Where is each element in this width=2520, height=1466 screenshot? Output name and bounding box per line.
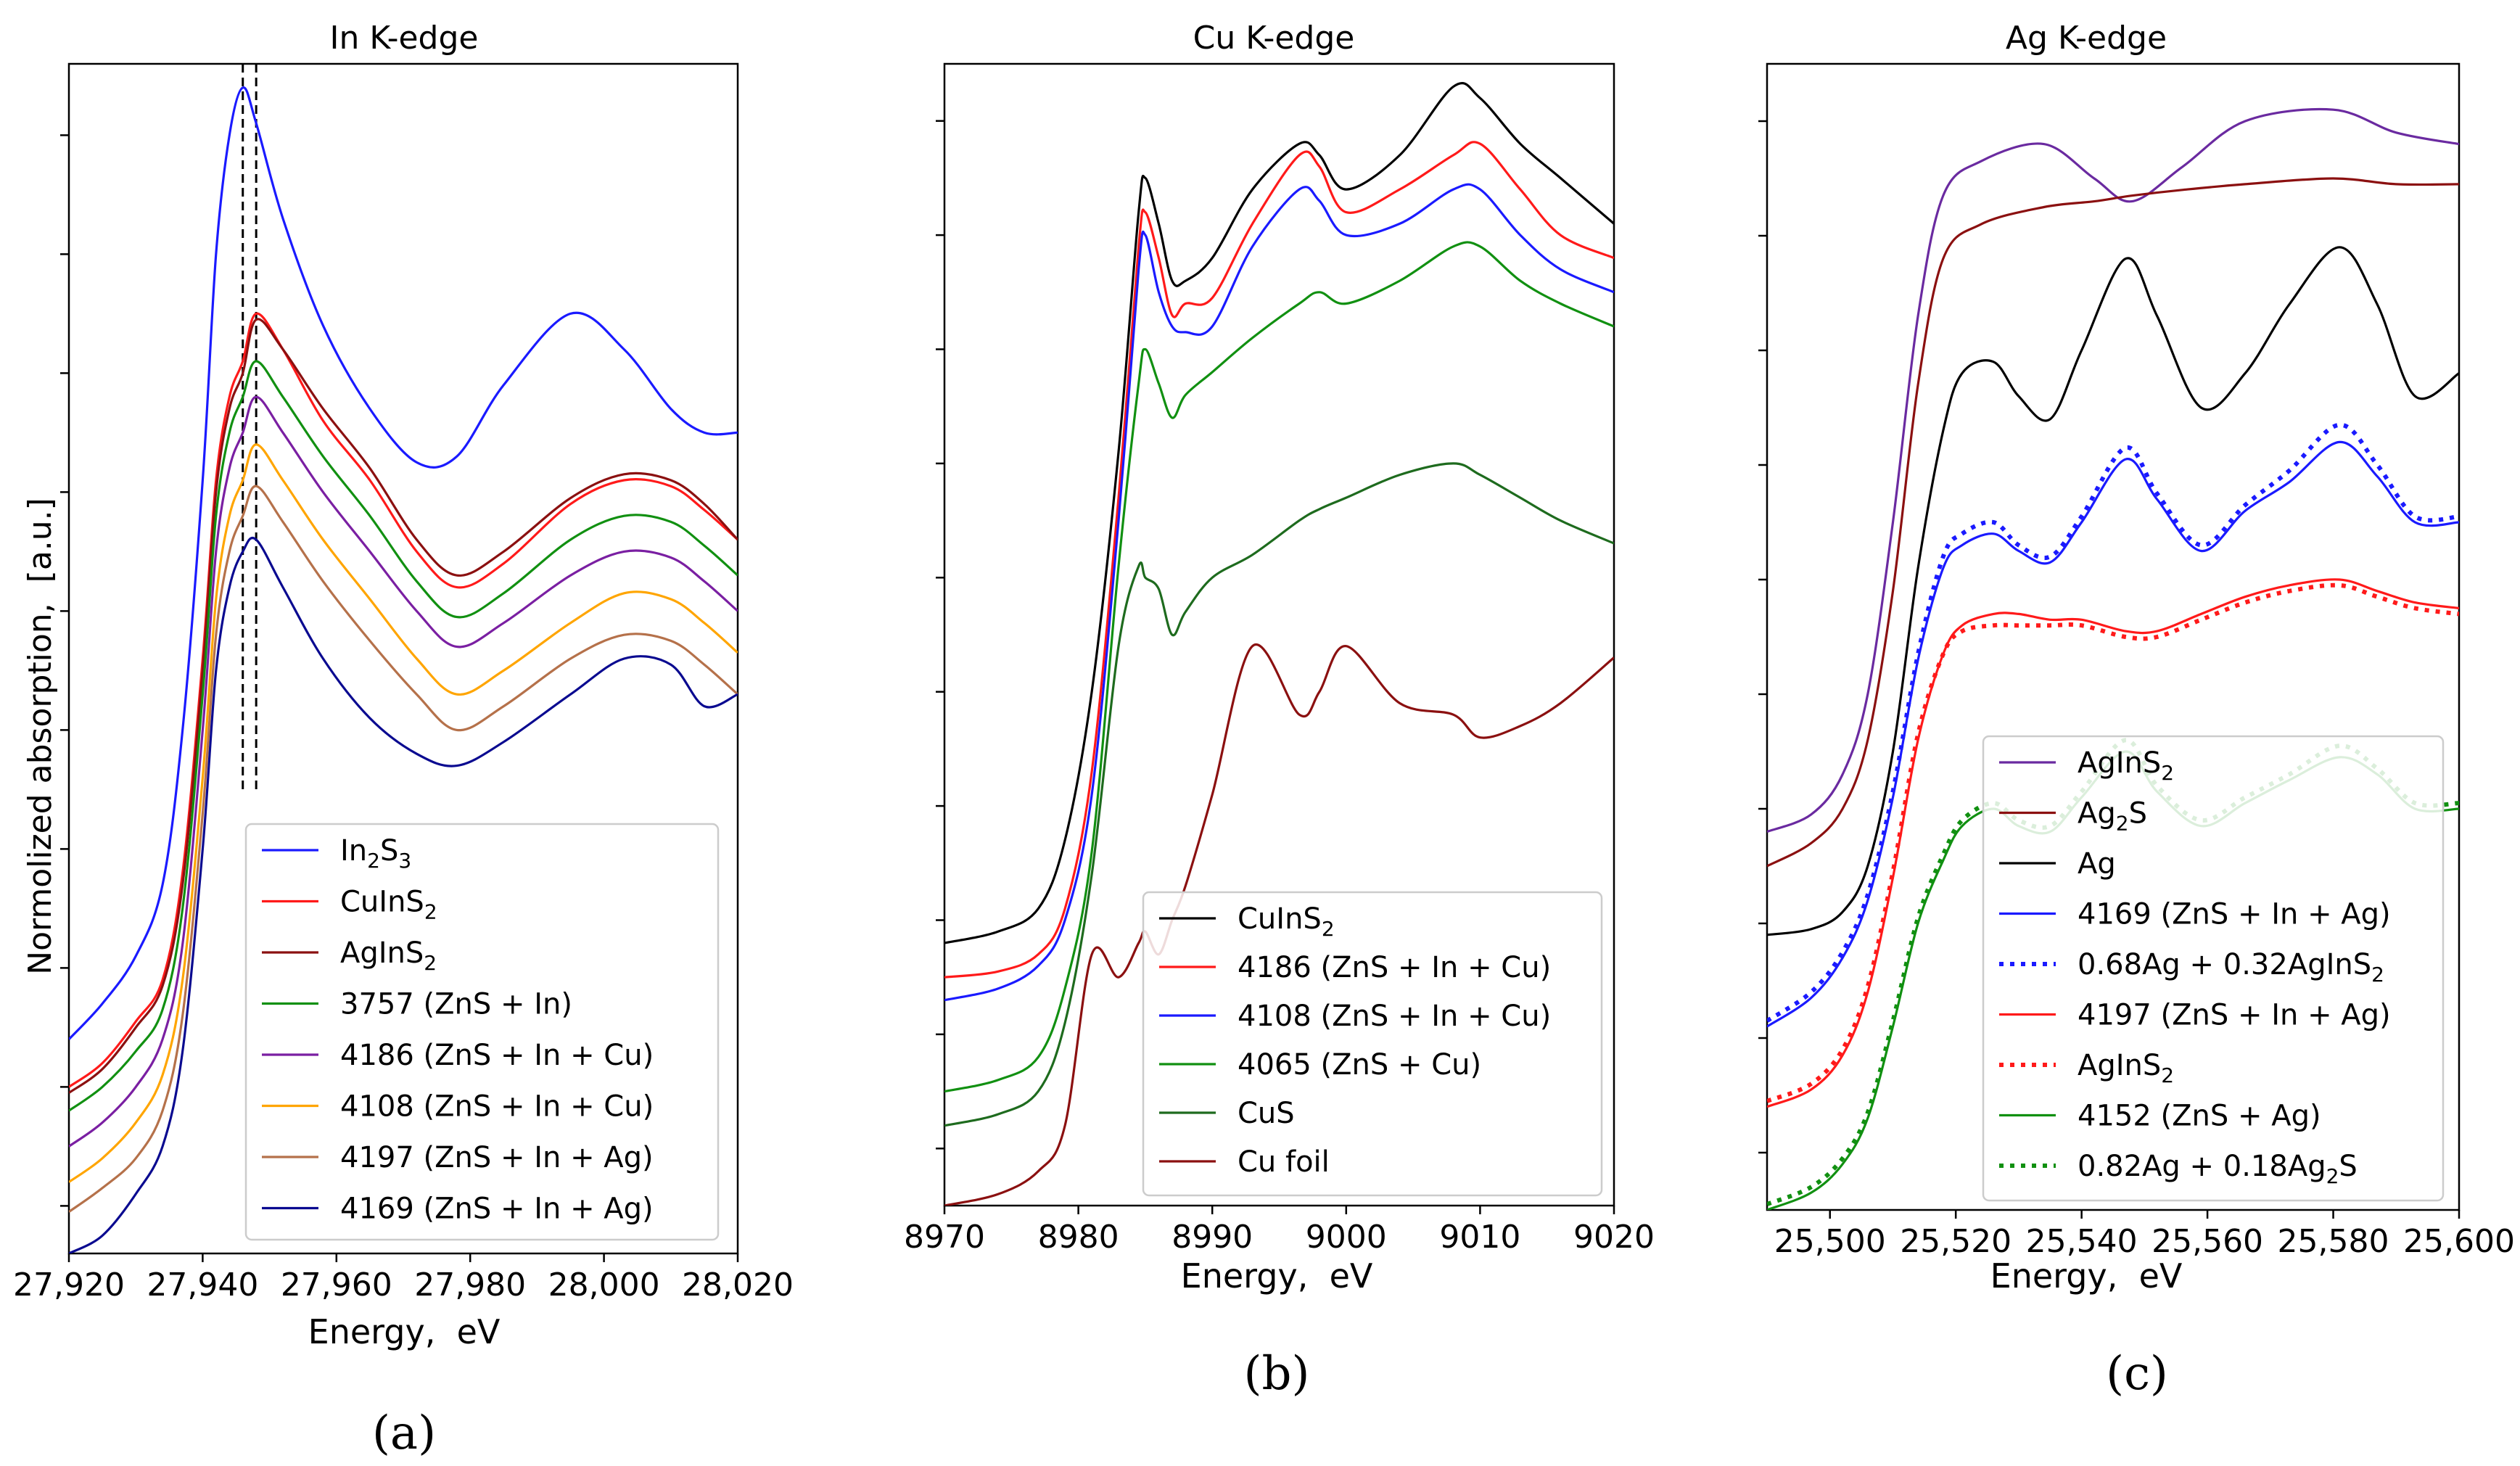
panel-1-legend: CuInS2 4186 (ZnS + In + Cu) 4108 (ZnS + In…	[1142, 891, 1603, 1197]
panel-c-title: Ag K-edge	[2006, 20, 2167, 57]
x-tick-label: 8970	[904, 1219, 985, 1256]
legend-label: Ag2S	[2078, 797, 2147, 836]
panel-b-title: Cu K-edge	[1193, 20, 1355, 57]
x-tick-label: 9010	[1439, 1219, 1520, 1256]
panel-c-label: (c)	[2106, 1347, 2168, 1401]
panel-c-xlabel: Energy, eV	[1990, 1256, 2183, 1296]
legend-box	[244, 823, 720, 1241]
series-line	[69, 395, 738, 1148]
x-tick-label: 27,940	[147, 1267, 258, 1304]
series-line	[1767, 246, 2459, 936]
x-tick-label: 27,920	[13, 1267, 125, 1304]
legend-label: 4169 (ZnS + In + Ag)	[2078, 898, 2391, 931]
legend-label: 0.82Ag + 0.18Ag2S	[2078, 1150, 2358, 1188]
panel-0-legend: In2S3 CuInS2 AgInS2 3757 (ZnS + In) 4186 (Zn…	[244, 823, 720, 1241]
series-line	[944, 82, 1614, 944]
legend-label: 4197 (ZnS + In + Ag)	[340, 1141, 654, 1174]
series-line	[69, 485, 738, 1213]
legend-label: CuInS2	[340, 886, 437, 924]
legend-label: 4065 (ZnS + Cu)	[1238, 1048, 1481, 1082]
x-tick-label: 9000	[1306, 1219, 1387, 1256]
x-tick-label: 8980	[1038, 1219, 1119, 1256]
legend-label: 4197 (ZnS + In + Ag)	[2078, 999, 2391, 1032]
panel-a-title: In K-edge	[330, 20, 479, 57]
panel-a-in-k-edge: In K-edge 27,920 27,940 27,960 27,980 28,000…	[13, 20, 794, 1460]
panel-a-xlabel: Energy, eV	[308, 1312, 501, 1351]
series-line	[69, 318, 738, 1094]
series-line	[944, 241, 1614, 1093]
panel-2-legend: AgInS2 Ag2S Ag 4169 (ZnS + In + Ag) 0.68Ag +…	[1982, 735, 2445, 1202]
legend-label: In2S3	[340, 834, 411, 873]
panel-b-xlabel: Energy, eV	[1181, 1256, 1373, 1296]
panel-c-ag-k-edge: Ag K-edge 25,500 25,520 25,540 25,560 25,580…	[1758, 20, 2515, 1401]
legend-label: AgInS2	[2078, 1049, 2174, 1087]
series-line	[69, 312, 738, 1088]
x-tick-label: 25,560	[2152, 1223, 2263, 1260]
legend-label: 4169 (ZnS + In + Ag)	[340, 1193, 654, 1226]
legend-label: 4152 (ZnS + Ag)	[2078, 1100, 2321, 1133]
legend-label: AgInS2	[340, 936, 437, 975]
legend-label: Ag	[2078, 847, 2116, 881]
series-line	[1767, 578, 2459, 1108]
legend-label: 4186 (ZnS + In + Cu)	[1238, 951, 1551, 984]
x-tick-label: 27,960	[281, 1267, 392, 1304]
legend-label: 0.68Ag + 0.32AgInS2	[2078, 948, 2384, 987]
series-line	[69, 536, 738, 1253]
legend-label: 4108 (ZnS + In + Cu)	[340, 1090, 654, 1124]
series-line	[1767, 177, 2459, 868]
series-line	[944, 643, 1614, 1206]
x-tick-label: 27,980	[414, 1267, 526, 1304]
series-line	[944, 141, 1614, 979]
series-line	[1767, 107, 2459, 833]
panel-a-plot-area: 27,920 27,940 27,960 27,980 28,000 28,020 In2S…	[13, 62, 794, 1304]
panel-c-plot-area: 25,500 25,520 25,540 25,560 25,580 25,600 AgIn…	[1758, 62, 2515, 1260]
panel-2-axes-frame	[1766, 62, 2461, 1211]
series-line	[944, 183, 1614, 1002]
legend-label: AgInS2	[2078, 746, 2174, 785]
x-tick-label: 25,580	[2278, 1223, 2389, 1260]
legend-label: CuInS2	[1238, 902, 1335, 941]
series-line	[69, 86, 738, 1040]
x-tick-label: 8990	[1172, 1219, 1253, 1256]
panel-b-cu-k-edge: Cu K-edge 8970 8980 8990 9000 9010 9020 CuInS2…	[904, 20, 1655, 1401]
legend-label: 4186 (ZnS + In + Cu)	[340, 1039, 654, 1072]
panel-1-series-group	[944, 82, 1614, 1206]
panel-b-plot-area: 8970 8980 8990 9000 9010 9020 CuInS2 4186 (ZnS …	[904, 62, 1655, 1256]
x-tick-label: 28,000	[548, 1267, 660, 1304]
legend-label: 3757 (ZnS + In)	[340, 988, 572, 1021]
panel-0-axes-frame	[67, 62, 739, 1255]
series-line	[69, 443, 738, 1183]
legend-box	[1142, 891, 1603, 1197]
series-line	[69, 360, 738, 1112]
legend-label: CuS	[1238, 1097, 1295, 1130]
x-tick-label: 25,540	[2026, 1223, 2138, 1260]
legend-label: 4108 (ZnS + In + Cu)	[1238, 1000, 1551, 1033]
x-tick-label: 25,600	[2403, 1223, 2515, 1260]
x-tick-label: 28,020	[682, 1267, 794, 1304]
panel-a-ylabel: Normolized absorption, [a.u.]	[22, 498, 59, 975]
panel-a-label: (a)	[372, 1407, 436, 1460]
panel-b-label: (b)	[1244, 1347, 1310, 1401]
x-tick-label: 9020	[1573, 1219, 1655, 1256]
panel-0-series-group	[69, 64, 738, 1253]
legend-box	[1982, 735, 2445, 1202]
series-line	[944, 462, 1614, 1127]
series-line	[1767, 440, 2459, 1028]
legend-label: Cu foil	[1238, 1145, 1330, 1179]
x-tick-label: 25,520	[1900, 1223, 2012, 1260]
panel-1-axes-frame	[943, 62, 1615, 1207]
series-line	[1767, 582, 2459, 1103]
x-tick-label: 25,500	[1774, 1223, 1886, 1260]
